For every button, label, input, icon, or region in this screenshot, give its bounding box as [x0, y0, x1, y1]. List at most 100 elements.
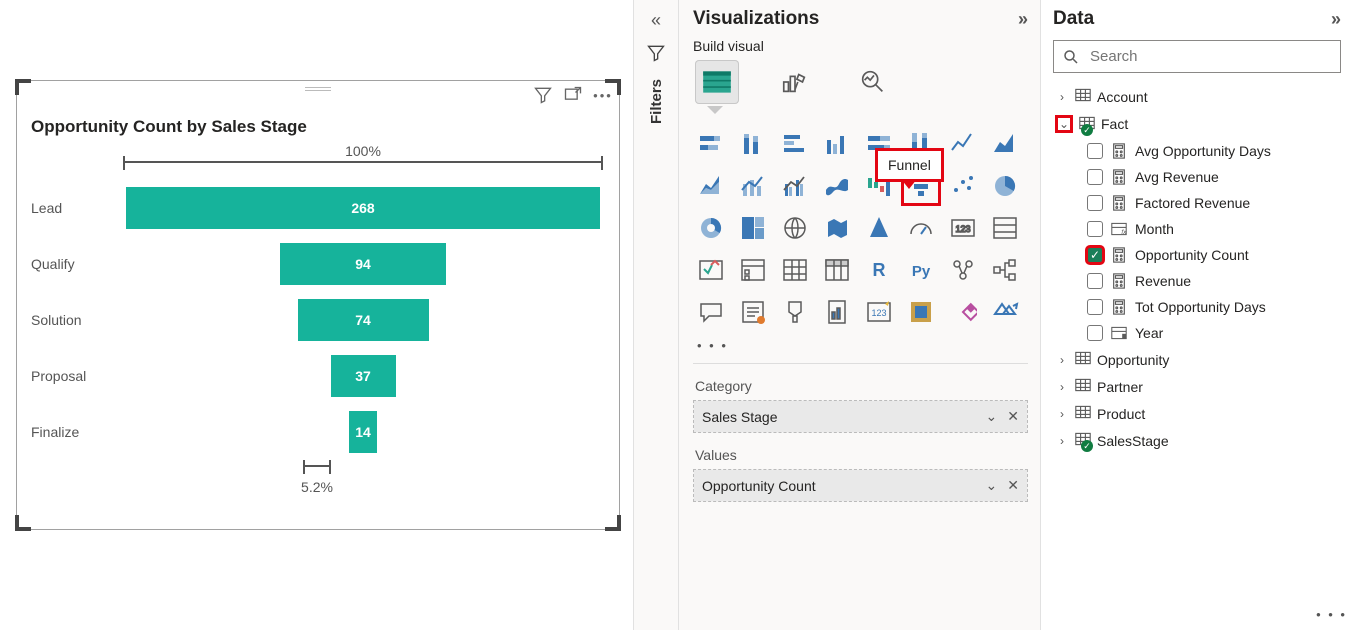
funnel-row[interactable]: Finalize14 [31, 407, 603, 457]
chevron-down-icon[interactable]: ⌄ [986, 477, 998, 494]
chevron-down-icon[interactable]: ⌄ [986, 408, 998, 425]
caret-icon[interactable]: › [1055, 407, 1069, 421]
viz-qa-icon[interactable] [693, 294, 729, 330]
resize-handle-bl[interactable] [15, 515, 31, 531]
viz-area-icon[interactable] [987, 126, 1023, 162]
table-partner[interactable]: ›Partner [1053, 373, 1341, 400]
build-tab-format[interactable] [773, 60, 817, 104]
values-chip[interactable]: Opportunity Count ⌄ ✕ [694, 470, 1027, 501]
funnel-visual[interactable]: ••• Opportunity Count by Sales Stage 100… [16, 80, 620, 530]
viz-r-visual-icon[interactable]: R [861, 252, 897, 288]
caret-icon[interactable]: › [1055, 90, 1069, 104]
drag-grip[interactable] [305, 87, 331, 93]
viz-multi-row-card-icon[interactable] [987, 210, 1023, 246]
viz-scatter-icon[interactable] [945, 168, 981, 204]
caret-icon[interactable]: › [1055, 434, 1069, 448]
viz-pie-icon[interactable] [987, 168, 1023, 204]
viz-slicer-icon[interactable] [735, 252, 771, 288]
viz-table-icon[interactable] [777, 252, 813, 288]
caret-icon[interactable]: ⌄ [1055, 115, 1073, 133]
viz-paginated-icon[interactable] [819, 294, 855, 330]
field-checkbox[interactable] [1087, 195, 1103, 211]
field-avg-opportunity-days[interactable]: Avg Opportunity Days [1087, 138, 1341, 164]
field-revenue[interactable]: Revenue [1087, 268, 1341, 294]
viz-stacked-bar-icon[interactable] [693, 126, 729, 162]
filters-pane-collapsed[interactable]: « Filters [633, 0, 679, 630]
remove-chip-icon[interactable]: ✕ [1007, 408, 1019, 425]
table-account[interactable]: ›Account [1053, 83, 1341, 110]
category-well[interactable]: Sales Stage ⌄ ✕ [693, 400, 1028, 433]
viz-matrix-icon[interactable] [819, 252, 855, 288]
viz-more-visuals-icon[interactable] [987, 294, 1023, 330]
expand-filters-icon[interactable]: « [651, 10, 661, 31]
funnel-bar[interactable]: 94 [280, 243, 446, 285]
table-product[interactable]: ›Product [1053, 400, 1341, 427]
caret-icon[interactable]: › [1055, 353, 1069, 367]
search-box[interactable] [1053, 40, 1341, 73]
viz-line-stacked-column-icon[interactable] [735, 168, 771, 204]
viz-key-influencers-icon[interactable] [945, 252, 981, 288]
collapse-data-icon[interactable]: » [1331, 9, 1341, 30]
table-opportunity[interactable]: ›Opportunity [1053, 346, 1341, 373]
funnel-row[interactable]: Qualify94 [31, 239, 603, 289]
viz-stacked-area-icon[interactable] [693, 168, 729, 204]
viz-power-automate-icon[interactable]: 123 [861, 294, 897, 330]
build-tab-fields[interactable] [695, 60, 739, 104]
funnel-row[interactable]: Solution74 [31, 295, 603, 345]
field-checkbox[interactable] [1087, 299, 1103, 315]
viz-donut-icon[interactable] [693, 210, 729, 246]
viz-azure-map-icon[interactable] [861, 210, 897, 246]
viz-filled-map-icon[interactable] [819, 210, 855, 246]
field-opportunity-count[interactable]: ✓Opportunity Count [1087, 242, 1341, 268]
funnel-row[interactable]: Proposal37 [31, 351, 603, 401]
field-month[interactable]: fxMonth [1087, 216, 1341, 242]
funnel-bar[interactable]: 14 [349, 411, 377, 453]
values-well[interactable]: Opportunity Count ⌄ ✕ [693, 469, 1028, 502]
funnel-bar[interactable]: 74 [298, 299, 429, 341]
viz-stacked-column-icon[interactable] [735, 126, 771, 162]
field-year[interactable]: Year [1087, 320, 1341, 346]
table-salesstage[interactable]: ›✓SalesStage [1053, 427, 1341, 454]
funnel-bar[interactable]: 268 [126, 187, 600, 229]
viz-clustered-column-icon[interactable] [819, 126, 855, 162]
field-checkbox[interactable] [1087, 221, 1103, 237]
viz-goals-icon[interactable] [777, 294, 813, 330]
field-checkbox[interactable] [1087, 273, 1103, 289]
more-visuals-ellipsis[interactable]: • • • [693, 334, 1028, 363]
focus-mode-icon[interactable] [563, 85, 583, 105]
field-checkbox[interactable] [1087, 169, 1103, 185]
build-tab-analytics[interactable] [851, 60, 895, 104]
search-input[interactable] [1088, 47, 1332, 66]
viz-line-clustered-column-icon[interactable] [777, 168, 813, 204]
viz-treemap-icon[interactable] [735, 210, 771, 246]
data-more-icon[interactable]: • • • [1316, 607, 1347, 622]
viz-line-icon[interactable] [945, 126, 981, 162]
viz-kpi-icon[interactable] [693, 252, 729, 288]
filter-icon[interactable] [533, 85, 553, 105]
viz-clustered-bar-icon[interactable] [777, 126, 813, 162]
field-avg-revenue[interactable]: Avg Revenue [1087, 164, 1341, 190]
category-chip[interactable]: Sales Stage ⌄ ✕ [694, 401, 1027, 432]
viz-narrative-icon[interactable] [735, 294, 771, 330]
more-options-icon[interactable]: ••• [593, 85, 613, 105]
viz-power-apps-icon[interactable] [903, 294, 939, 330]
viz-card-icon[interactable]: 123 [945, 210, 981, 246]
field-factored-revenue[interactable]: Factored Revenue [1087, 190, 1341, 216]
viz-gauge-icon[interactable] [903, 210, 939, 246]
remove-chip-icon[interactable]: ✕ [1007, 477, 1019, 494]
field-checkbox[interactable]: ✓ [1087, 247, 1103, 263]
collapse-viz-icon[interactable]: » [1018, 9, 1028, 30]
viz-ribbon-icon[interactable] [819, 168, 855, 204]
field-checkbox[interactable] [1087, 143, 1103, 159]
table-fact[interactable]: ⌄✓Fact [1053, 110, 1341, 138]
field-tot-opportunity-days[interactable]: Tot Opportunity Days [1087, 294, 1341, 320]
funnel-row[interactable]: Lead268 [31, 183, 603, 233]
field-checkbox[interactable] [1087, 325, 1103, 341]
viz-app-source-icon[interactable] [945, 294, 981, 330]
report-canvas[interactable]: ••• Opportunity Count by Sales Stage 100… [0, 0, 633, 630]
funnel-bar[interactable]: 37 [331, 355, 396, 397]
caret-icon[interactable]: › [1055, 380, 1069, 394]
viz-py-visual-icon[interactable]: Py [903, 252, 939, 288]
viz-decomposition-tree-icon[interactable] [987, 252, 1023, 288]
resize-handle-br[interactable] [605, 515, 621, 531]
